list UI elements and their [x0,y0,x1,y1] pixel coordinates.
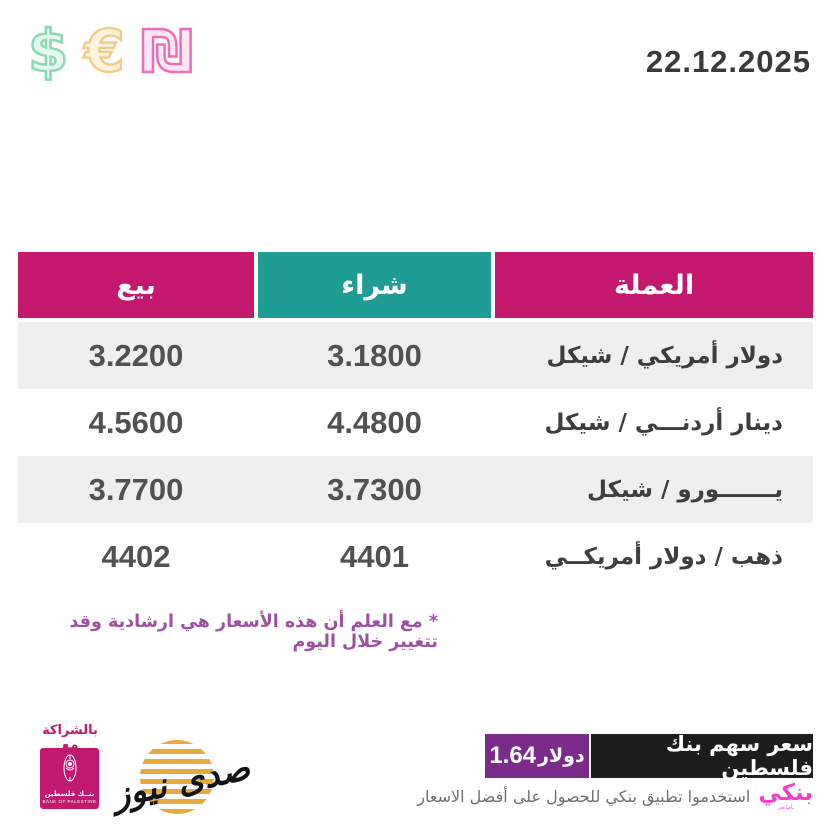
sell-rate: 4402 [101,538,171,574]
euro-icon: € [83,17,126,85]
app-note-text: استخدموا تطبيق بنكي للحصول على أفضل الاس… [417,787,751,806]
col-header-currency: العملة [495,252,813,318]
date-label: 22.12.2025 [645,44,811,79]
table-row: دينار أردنـــي / شيكل 4.4800 4.5600 [18,389,813,456]
buy-rate: 3.1800 [327,337,422,373]
share-price-unit: دولار [538,745,585,767]
sada-news-logo: صدى نيوز [109,736,254,831]
share-price-label-box: سعر سهم بنك فلسطين [591,732,813,780]
table-header-row: العملة شراء بيع [18,252,813,318]
col-header-sell: بيع [18,252,254,318]
currency-name: دينار أردنـــي / شيكل [544,409,783,436]
currency-name: يـــــــورو / شيكل [587,476,783,503]
buy-rate: 4401 [340,538,409,574]
dollar-icon: $ [27,17,70,85]
shekel-icon: ₪ [139,17,194,85]
sell-rate: 3.2200 [88,337,184,373]
buy-rate: 3.7300 [327,471,422,507]
currency-name: ذهب / دولار أمريكــي [544,543,783,570]
disclaimer-note: * مع العلم أن هذه الأسعار هي ارشادية وقد… [69,612,438,652]
table-row: دولار أمريكي / شيكل 3.1800 3.2200 [18,322,813,389]
buy-rate: 4.4800 [327,404,422,440]
currency-name: دولار أمريكي / شيكل [546,342,783,369]
bank-of-palestine-logo: بنــك فلسطين BANK OF PALESTINE [40,748,99,809]
sell-rate: 3.7700 [88,471,184,507]
table-row: يـــــــورو / شيكل 3.7300 3.7700 [18,456,813,523]
banki-logo-tagline: بأصابعي [777,805,794,811]
banki-logo-text: بنكي [758,780,813,806]
bank-name-english: BANK OF PALESTINE [42,798,97,804]
bank-emblem-icon [63,754,76,782]
rates-table: العملة شراء بيع دولار أمريكي / شيكل 3.18… [18,252,813,590]
share-price-value-box: دولار 1.64 [485,734,589,778]
currency-icons: $ € ₪ [27,17,195,85]
banki-app-logo: بنكي بأصابعي [758,782,813,811]
app-note-row: بنكي بأصابعي استخدموا تطبيق بنكي للحصول … [417,782,813,811]
bank-name-arabic: بنــك فلسطين [44,790,95,799]
sell-rate: 4.5600 [88,404,184,440]
globe-icon [140,740,214,814]
table-row: ذهب / دولار أمريكــي 4401 4402 [18,523,813,590]
col-header-buy: شراء [258,252,491,318]
share-price-value: 1.64 [489,742,537,769]
